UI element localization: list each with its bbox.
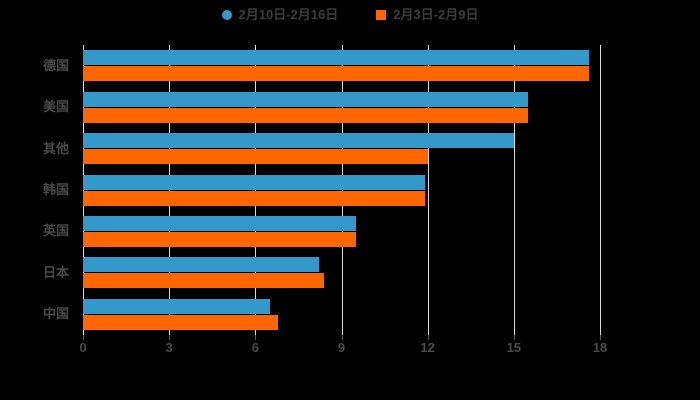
- y-axis-label: 中国: [42, 306, 69, 322]
- x-axis-tick-label: 3: [165, 340, 173, 355]
- bar[interactable]: [83, 190, 425, 206]
- x-axis-tick-mark: [513, 335, 515, 340]
- bar[interactable]: [83, 133, 514, 149]
- bar-group: [83, 133, 600, 165]
- bar-group: [83, 91, 600, 123]
- bar-group: [83, 174, 600, 206]
- y-axis-category-labels: 德国美国其他韩国英国日本中国: [0, 45, 76, 335]
- bar-group: [83, 50, 600, 82]
- gridline: [600, 45, 601, 335]
- x-axis-tick-mark: [83, 335, 84, 340]
- x-axis-tick-label: 6: [251, 340, 259, 355]
- bar[interactable]: [83, 215, 356, 231]
- x-axis-tick-label: 18: [592, 340, 608, 355]
- plot-area: [83, 45, 601, 335]
- legend-circle-marker-icon: [221, 9, 232, 20]
- y-axis-label: 美国: [42, 99, 69, 115]
- bar[interactable]: [83, 149, 428, 165]
- bar[interactable]: [83, 231, 356, 247]
- y-axis-label: 德国: [42, 57, 69, 73]
- chart-legend: 2月10日-2月16日 2月3日-2月9日: [0, 8, 700, 21]
- y-axis-label: 英国: [42, 223, 69, 239]
- legend-item-label: 2月10日-2月16日: [238, 7, 339, 22]
- bar[interactable]: [83, 66, 589, 82]
- bar[interactable]: [83, 107, 529, 123]
- y-axis-label: 韩国: [42, 182, 69, 197]
- bar-group: [83, 215, 600, 247]
- legend-square-marker-icon: [376, 9, 387, 20]
- bar[interactable]: [83, 174, 425, 190]
- x-axis-tick-label: 15: [506, 340, 522, 355]
- legend-item-label: 2月3日-2月9日: [393, 7, 479, 22]
- x-axis-tick-label: 9: [337, 340, 346, 355]
- bar-series-group: [83, 45, 600, 335]
- bar[interactable]: [83, 298, 270, 314]
- bar[interactable]: [83, 91, 529, 107]
- x-axis-tick-mark: [341, 335, 343, 340]
- bar[interactable]: [83, 314, 279, 330]
- bar-group: [83, 257, 600, 289]
- x-axis-tick-label: 0: [79, 340, 87, 355]
- x-axis-tick-mark: [169, 335, 171, 340]
- y-axis-label: 日本: [42, 264, 69, 280]
- legend-item-series-1[interactable]: 2月3日-2月9日: [376, 8, 478, 21]
- bar[interactable]: [83, 273, 325, 289]
- bar[interactable]: [83, 50, 589, 66]
- legend-item-series-0[interactable]: 2月10日-2月16日: [221, 7, 339, 22]
- x-axis-tick-mark: [600, 335, 601, 340]
- bar-group: [83, 298, 600, 330]
- x-axis: 0 3 6 9 12 15 18: [79, 335, 607, 361]
- y-axis-label: 其他: [42, 140, 69, 156]
- x-axis-tick-mark: [427, 335, 429, 340]
- x-axis-tick-label: 12: [420, 340, 435, 355]
- bar[interactable]: [83, 257, 319, 273]
- x-axis-tick-mark: [255, 335, 257, 340]
